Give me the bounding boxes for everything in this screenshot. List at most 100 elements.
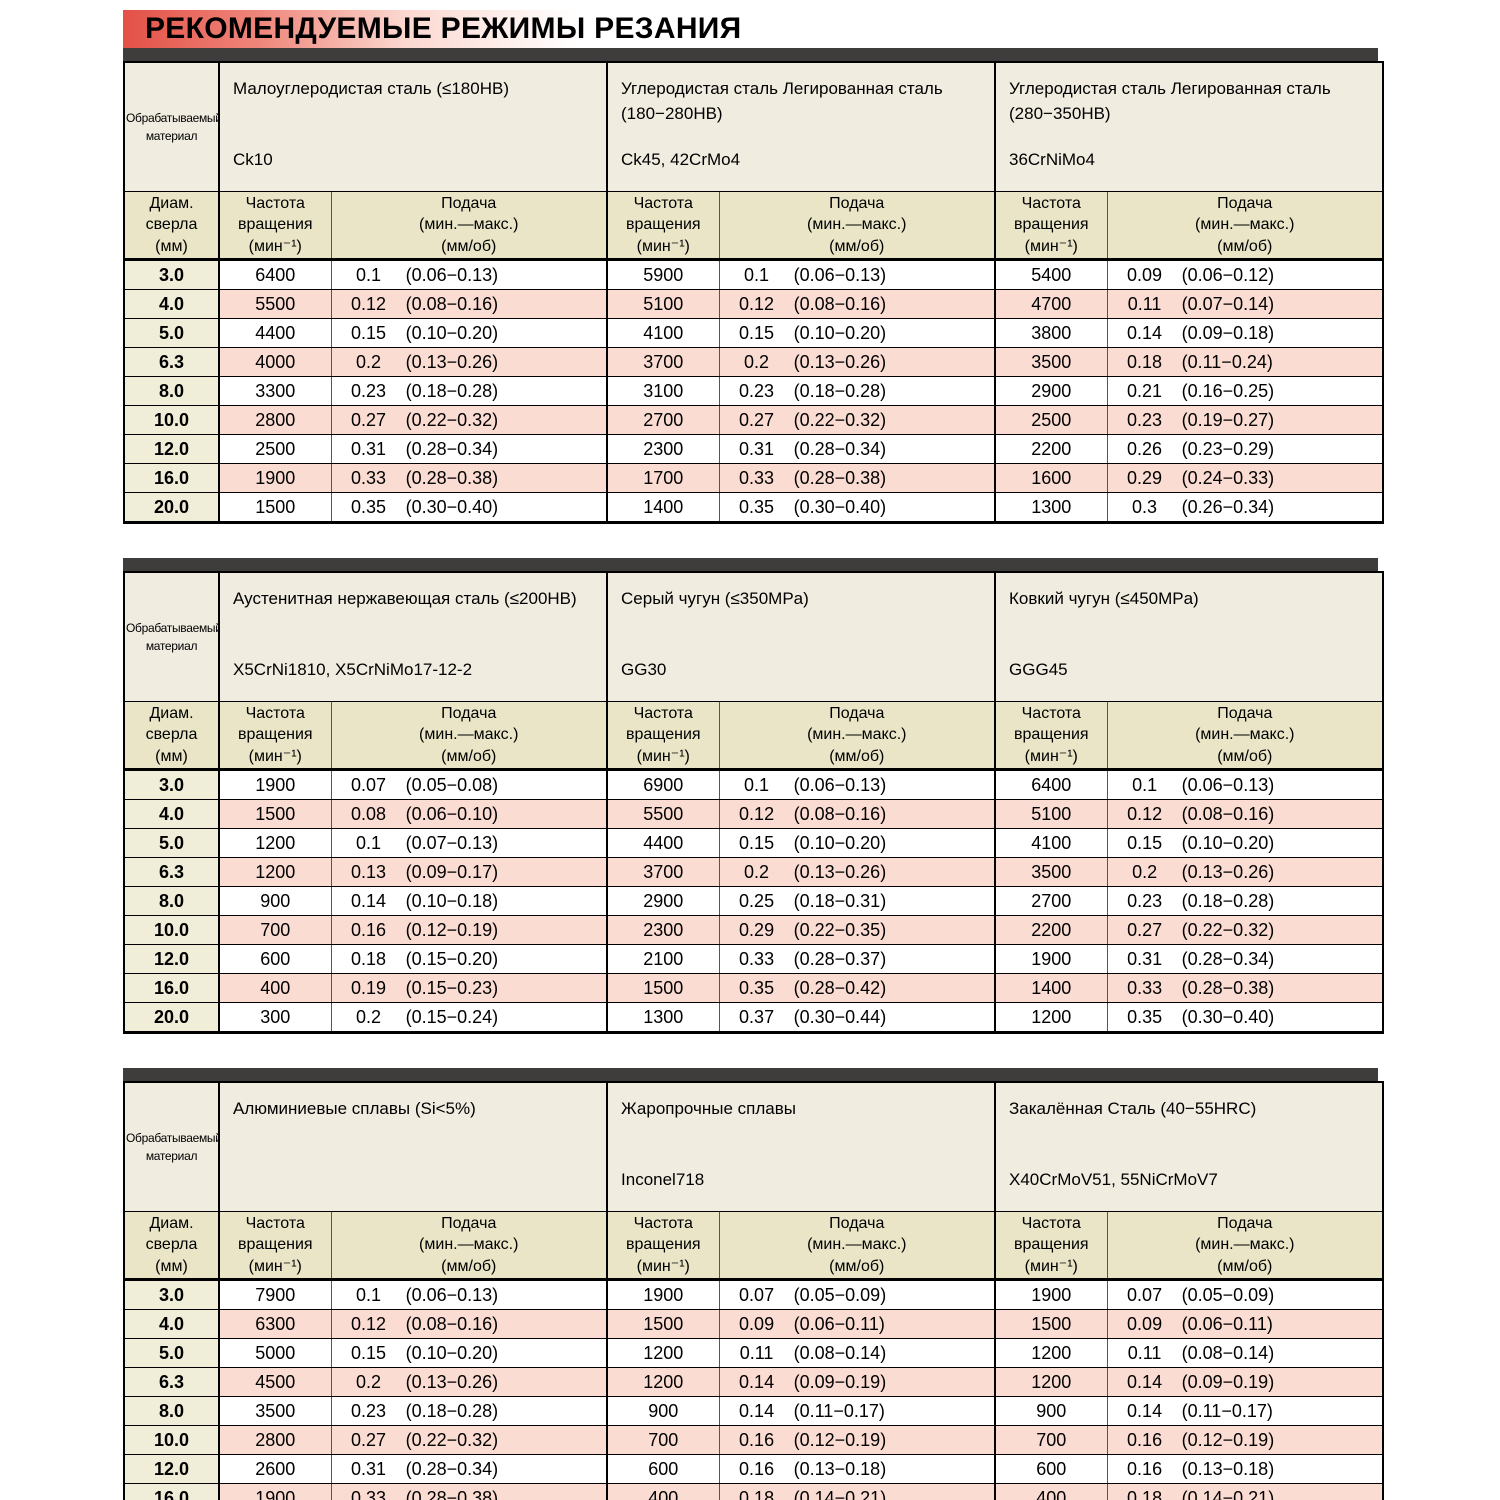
feed-range: (0.05−0.09)	[1181, 1284, 1275, 1305]
feed-range: (0.06−0.10)	[405, 803, 499, 824]
material-header-row: Обрабатываемый материал Алюминиевые спла…	[124, 1082, 1384, 1212]
feed-value: 0.16	[739, 1458, 775, 1479]
spindle-speed-cell: 4700	[994, 289, 1107, 319]
feed-cell: 0.19 (0.15−0.23)	[330, 973, 608, 1003]
spindle-speed-cell: 1200	[994, 1367, 1108, 1397]
data-row: 10.0 700 0.16 (0.12−0.19) 2300 0.29 (0.22−0.35…	[124, 915, 1384, 945]
data-row: 12.0 600 0.18 (0.15−0.20) 2100 0.33 (0.28−0.37…	[124, 944, 1384, 974]
data-row: 20.0 300 0.2 (0.15−0.24) 1300 0.37 (0.30−0.44)…	[124, 1002, 1384, 1033]
spindle-speed-cell: 1300	[994, 492, 1107, 523]
feed-value: 0.18	[739, 1487, 775, 1500]
data-row: 16.0 1900 0.33 (0.28−0.38) 1700 0.33 (0.28−0.3…	[124, 463, 1383, 493]
drill-diameter-cell: 20.0	[124, 492, 219, 523]
feed-range: (0.08−0.16)	[1181, 803, 1275, 824]
feed-cell: 0.14 (0.09−0.19)	[718, 1367, 996, 1397]
spindle-speed-cell: 700	[218, 915, 331, 945]
feed-value: 0.35	[351, 496, 387, 517]
feed-cell: 0.11 (0.07−0.14)	[1106, 289, 1383, 319]
feed-value: 0.15	[739, 322, 775, 343]
data-row: 12.0 2600 0.31 (0.28−0.34) 600 0.16 (0.13−0.18…	[124, 1454, 1384, 1484]
feed-column-header: Подача (мин.—макс.) (мм/об)	[330, 701, 608, 771]
feed-range: (0.28−0.34)	[405, 438, 499, 459]
feed-value: 0.15	[351, 1342, 387, 1363]
feed-value: 0.11	[1127, 1342, 1162, 1363]
spindle-speed-cell: 1500	[218, 799, 331, 829]
feed-value: 0.23	[1127, 409, 1163, 430]
cutting-data-table: Обрабатываемый материал Алюминиевые спла…	[123, 1081, 1385, 1500]
feed-value: 0.23	[1127, 890, 1163, 911]
data-row: 3.0 7900 0.1 (0.06−0.13) 1900 0.07 (0.05−0.09)…	[124, 1279, 1384, 1310]
speed-column-header: Частота вращения (мин⁻¹)	[994, 701, 1108, 771]
feed-cell: 0.26 (0.23−0.29)	[1106, 434, 1383, 464]
feed-cell: 0.13 (0.09−0.17)	[330, 857, 608, 887]
feed-cell: 0.31 (0.28−0.34)	[718, 434, 995, 464]
material-cell: Углеродистая сталь Легированная сталь (2…	[994, 62, 1383, 192]
spindle-speed-cell: 2800	[218, 1425, 331, 1455]
feed-cell: 0.14 (0.09−0.18)	[1106, 318, 1383, 348]
spindle-speed-cell: 4400	[606, 828, 720, 858]
feed-range: (0.30−0.40)	[1181, 1006, 1275, 1027]
feed-cell: 0.2 (0.13−0.26)	[330, 1367, 608, 1397]
material-cell: Жаропрочные сплавы Inconel718	[606, 1082, 996, 1212]
spindle-speed-cell: 1900	[994, 1279, 1108, 1310]
feed-range: (0.06−0.11)	[1181, 1313, 1273, 1334]
feed-value: 0.11	[1127, 293, 1162, 314]
material-name: Углеродистая сталь Легированная сталь (2…	[1009, 79, 1331, 123]
feed-value: 0.16	[351, 919, 387, 940]
feed-value: 0.1	[356, 832, 382, 853]
drill-diameter-cell: 8.0	[124, 1396, 219, 1426]
feed-cell: 0.35 (0.30−0.40)	[330, 492, 607, 523]
cutting-data-table: Обрабатываемый материал Аустенитная нерж…	[123, 571, 1385, 1034]
feed-value: 0.27	[351, 409, 387, 430]
feed-value: 0.14	[739, 1371, 775, 1392]
spindle-speed-cell: 4400	[218, 318, 331, 348]
feed-cell: 0.07 (0.05−0.09)	[718, 1279, 996, 1310]
feed-cell: 0.31 (0.28−0.34)	[1106, 944, 1384, 974]
spindle-speed-cell: 5900	[606, 259, 719, 290]
feed-cell: 0.2 (0.13−0.26)	[330, 347, 607, 377]
diameter-column-header: Диам. сверла (мм)	[124, 1211, 219, 1281]
spindle-speed-cell: 4100	[994, 828, 1108, 858]
feed-cell: 0.27 (0.22−0.32)	[330, 405, 607, 435]
material-cell: Аустенитная нержавеющая сталь (≤200HB) X5…	[217, 572, 608, 702]
feed-value: 0.29	[739, 919, 775, 940]
feed-range: (0.12−0.19)	[793, 1429, 887, 1450]
spindle-speed-cell: 3700	[606, 857, 720, 887]
feed-range: (0.09−0.17)	[405, 861, 499, 882]
spindle-speed-cell: 7900	[218, 1279, 331, 1310]
feed-value: 0.07	[351, 774, 387, 795]
drill-diameter-cell: 3.0	[124, 259, 219, 290]
cutting-data-table: Обрабатываемый материал Малоуглеродистая…	[123, 61, 1384, 524]
feed-value: 0.12	[739, 803, 775, 824]
column-header-row: Диам. сверла (мм) Частота вращения (мин⁻…	[124, 1211, 1384, 1281]
feed-value: 0.35	[1127, 1006, 1163, 1027]
data-row: 16.0 400 0.19 (0.15−0.23) 1500 0.35 (0.28−0.42…	[124, 973, 1384, 1003]
spindle-speed-cell: 1900	[218, 463, 331, 493]
feed-value: 0.33	[739, 467, 775, 488]
feed-cell: 0.33 (0.28−0.38)	[330, 463, 607, 493]
drill-diameter-cell: 16.0	[124, 973, 219, 1003]
spindle-speed-cell: 6900	[606, 769, 720, 800]
feed-cell: 0.37 (0.30−0.44)	[718, 1002, 996, 1033]
spindle-speed-cell: 2300	[606, 915, 720, 945]
speed-column-header: Частота вращения (мин⁻¹)	[218, 1211, 331, 1281]
feed-cell: 0.16 (0.12−0.19)	[330, 915, 608, 945]
feed-value: 0.13	[351, 861, 387, 882]
feed-cell: 0.1 (0.06−0.13)	[718, 259, 995, 290]
feed-value: 0.15	[351, 322, 387, 343]
section-divider-bar	[123, 558, 1378, 571]
material-grade: Ck45, 42CrMo4	[621, 150, 741, 169]
feed-value: 0.1	[356, 1284, 382, 1305]
feed-range: (0.09−0.19)	[793, 1371, 887, 1392]
spindle-speed-cell: 4000	[218, 347, 331, 377]
material-name: Углеродистая сталь Легированная сталь (1…	[621, 79, 943, 123]
feed-range: (0.28−0.34)	[1181, 948, 1275, 969]
feed-range: (0.28−0.38)	[793, 467, 887, 488]
spindle-speed-cell: 5100	[606, 289, 719, 319]
spindle-speed-cell: 1200	[218, 857, 331, 887]
feed-range: (0.18−0.28)	[793, 380, 887, 401]
data-row: 3.0 6400 0.1 (0.06−0.13) 5900 0.1 (0.06−0.13) 5…	[124, 259, 1383, 290]
feed-cell: 0.09 (0.06−0.11)	[1106, 1309, 1384, 1339]
data-row: 4.0 1500 0.08 (0.06−0.10) 5500 0.12 (0.08−0.16…	[124, 799, 1384, 829]
feed-cell: 0.16 (0.13−0.18)	[718, 1454, 996, 1484]
